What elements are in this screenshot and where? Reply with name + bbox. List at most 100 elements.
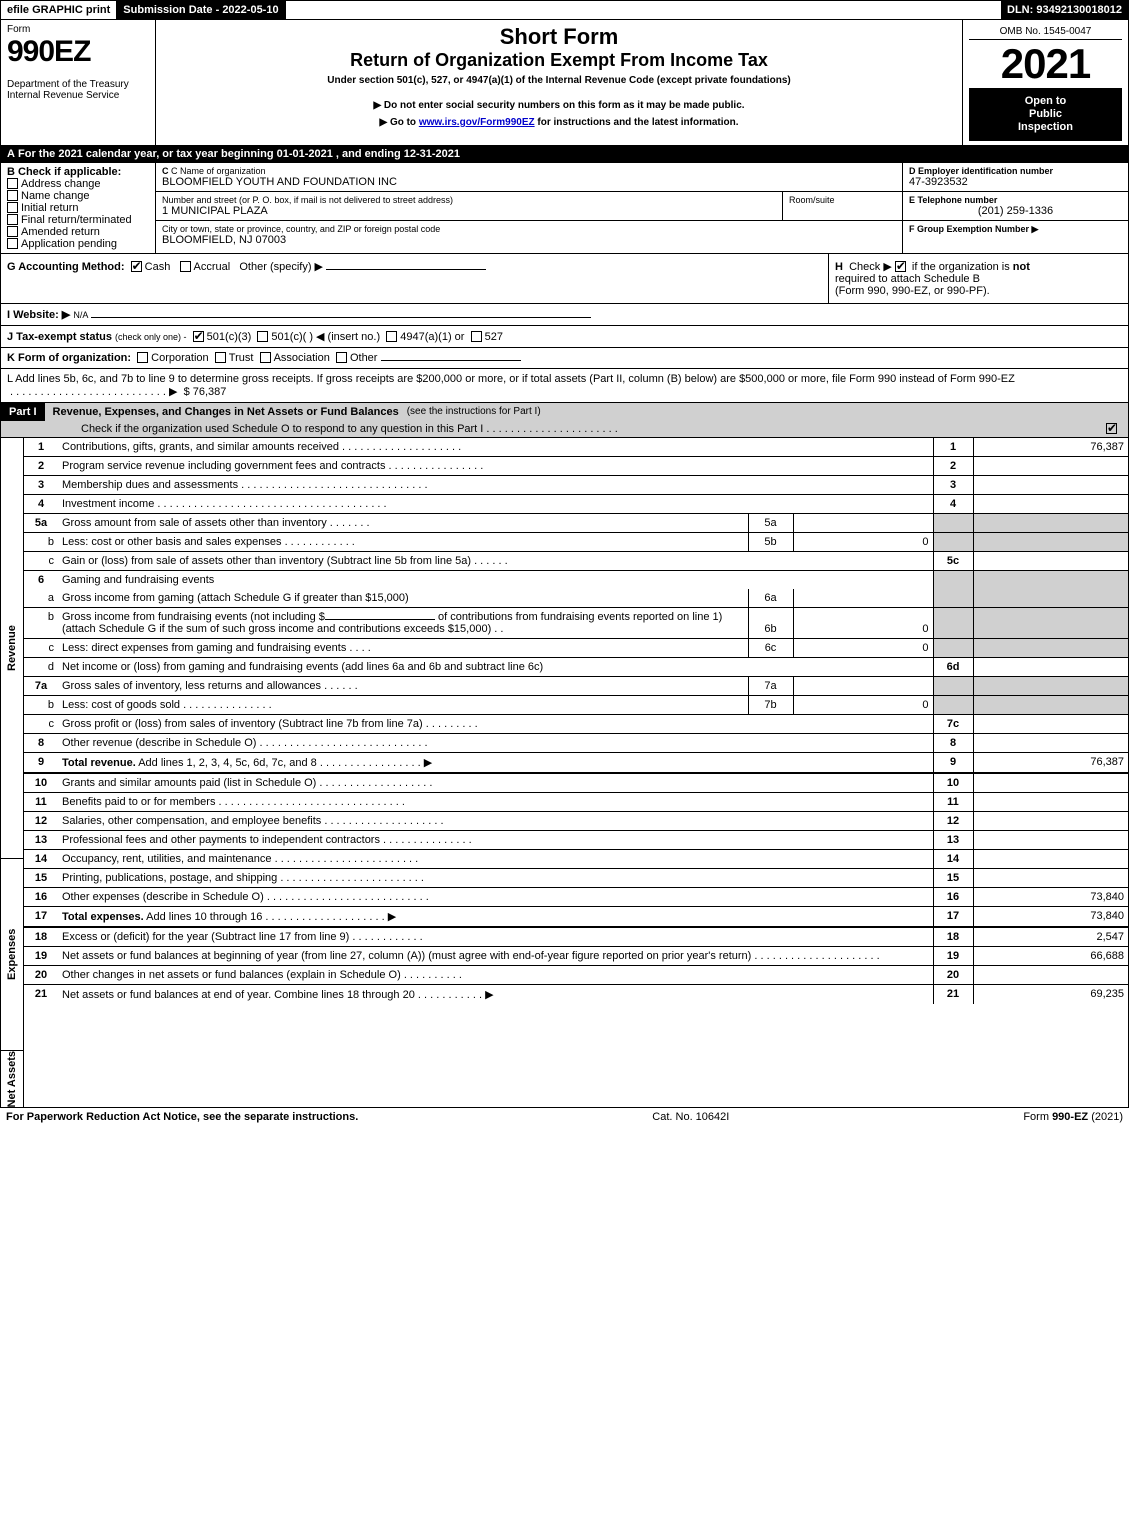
dept: Department of the Treasury — [7, 79, 149, 90]
dln: DLN: 93492130018012 — [1001, 1, 1128, 19]
line-4: 4Investment income . . . . . . . . . . .… — [24, 494, 1128, 513]
section-j: J Tax-exempt status (check only one) - 5… — [1, 326, 1128, 348]
c-city-block: City or town, state or province, country… — [156, 221, 902, 249]
open-to-public-badge: Open to Public Inspection — [969, 89, 1122, 141]
line-12: 12Salaries, other compensation, and empl… — [24, 811, 1128, 830]
line-14: 14Occupancy, rent, utilities, and mainte… — [24, 849, 1128, 868]
part1-body: Revenue Expenses Net Assets 1 Contributi… — [1, 438, 1128, 1107]
lines-table: 1 Contributions, gifts, grants, and simi… — [24, 438, 1128, 1004]
section-k: K Form of organization: Corporation Trus… — [1, 348, 1128, 369]
l-text: L Add lines 5b, 6c, and 7b to line 9 to … — [7, 373, 1015, 385]
b-opt-4: Amended return — [7, 226, 149, 238]
header-right: OMB No. 1545-0047 2021 Open to Public In… — [963, 20, 1128, 145]
line-6b: b Gross income from fundraising events (… — [24, 607, 1128, 638]
line-8: 8Other revenue (describe in Schedule O) … — [24, 733, 1128, 752]
j-sub: (check only one) - — [115, 332, 187, 342]
j-o2: 501(c)( ) ◀ (insert no.) — [271, 331, 380, 343]
g-accrual: Accrual — [194, 261, 231, 273]
rev-label-wrap: Revenue — [1, 438, 23, 858]
line-5a: 5aGross amount from sale of assets other… — [24, 513, 1128, 532]
line-21: 21Net assets or fund balances at end of … — [24, 984, 1128, 1004]
section-labels: Revenue Expenses Net Assets — [1, 438, 24, 1107]
amt-18: 2,547 — [973, 927, 1128, 947]
revenue-label: Revenue — [1, 438, 23, 858]
net-label-wrap: Net Assets — [1, 1050, 23, 1107]
line-18: 18Excess or (deficit) for the year (Subt… — [24, 927, 1128, 947]
room-lbl: Room/suite — [789, 195, 896, 205]
line-10: 10Grants and similar amounts paid (list … — [24, 773, 1128, 793]
header-left: Form 990EZ Department of the Treasury In… — [1, 20, 156, 145]
top-bar: efile GRAPHIC print Submission Date - 20… — [1, 1, 1128, 20]
line-5c: cGain or (loss) from sale of assets othe… — [24, 551, 1128, 570]
goto-line: ▶ Go to www.irs.gov/Form990EZ for instru… — [162, 117, 956, 128]
h-not: not — [1013, 261, 1030, 273]
part1-checkbox — [1106, 423, 1117, 434]
street: 1 MUNICIPAL PLAZA — [162, 205, 776, 217]
f-lbl: F Group Exemption Number ▶ — [909, 224, 1122, 235]
line-20: 20Other changes in net assets or fund ba… — [24, 965, 1128, 984]
d-lbl: D Employer identification number — [909, 166, 1122, 176]
amt-21: 69,235 — [973, 984, 1128, 1004]
line-a-text: For the 2021 calendar year, or tax year … — [18, 148, 460, 160]
h-t1: Check ▶ — [849, 261, 892, 273]
line-6a: aGross income from gaming (attach Schedu… — [24, 589, 1128, 608]
irs: Internal Revenue Service — [7, 90, 149, 101]
i-lbl: I Website: ▶ — [7, 309, 70, 321]
h-lbl: H — [835, 261, 843, 273]
g-lbl: G Accounting Method: — [7, 261, 125, 273]
tax-year: 2021 — [969, 40, 1122, 89]
line-15: 15Printing, publications, postage, and s… — [24, 868, 1128, 887]
amt-1: 76,387 — [973, 438, 1128, 457]
line-5b: bLess: cost or other basis and sales exp… — [24, 532, 1128, 551]
goto-link[interactable]: www.irs.gov/Form990EZ — [419, 117, 535, 128]
c-name-lbl: C C Name of organization — [162, 166, 896, 176]
k-o4: Other — [350, 352, 378, 364]
b-opt-3: Final return/terminated — [7, 214, 149, 226]
header-center: Short Form Return of Organization Exempt… — [156, 20, 963, 145]
line-9: 9Total revenue. Add lines 1, 2, 3, 4, 5c… — [24, 752, 1128, 773]
line-17: 17Total expenses. Add lines 10 through 1… — [24, 906, 1128, 927]
line-2: 2Program service revenue including gover… — [24, 456, 1128, 475]
section-g: G Accounting Method: Cash Accrual Other … — [1, 254, 828, 303]
goto-post: for instructions and the latest informat… — [535, 117, 739, 128]
line-13: 13Professional fees and other payments t… — [24, 830, 1128, 849]
c-street-block: Number and street (or P. O. box, if mail… — [156, 192, 902, 221]
b-opt-5: Application pending — [7, 238, 149, 250]
footer-right: Form 990-EZ (2021) — [1023, 1111, 1123, 1123]
efile-label: efile GRAPHIC print — [1, 1, 117, 19]
ein: 47-3923532 — [909, 176, 1122, 188]
l-amt: $ 76,387 — [184, 386, 227, 398]
open2: Public — [973, 108, 1118, 121]
g-other: Other (specify) ▶ — [239, 261, 323, 273]
line-7a: 7aGross sales of inventory, less returns… — [24, 676, 1128, 695]
b-opt-1: Name change — [7, 190, 149, 202]
street-col: Number and street (or P. O. box, if mail… — [156, 192, 782, 220]
k-lbl: K Form of organization: — [7, 352, 131, 364]
header-block: Form 990EZ Department of the Treasury In… — [1, 20, 1128, 146]
line-6c: cLess: direct expenses from gaming and f… — [24, 638, 1128, 657]
spacer — [286, 1, 1001, 19]
main-title: Return of Organization Exempt From Incom… — [162, 50, 956, 71]
line-16: 16Other expenses (describe in Schedule O… — [24, 887, 1128, 906]
ssn-warning: ▶ Do not enter social security numbers o… — [162, 100, 956, 111]
c-name-block: C C Name of organization BLOOMFIELD YOUT… — [156, 163, 902, 192]
k-o2: Trust — [229, 352, 254, 364]
phone: (201) 259-1336 — [909, 205, 1122, 217]
open1: Open to — [973, 95, 1118, 108]
line-a: A For the 2021 calendar year, or tax yea… — [1, 146, 1128, 163]
website: N/A — [73, 310, 88, 320]
subtitle: Under section 501(c), 527, or 4947(a)(1)… — [162, 75, 956, 86]
amt-16: 73,840 — [973, 887, 1128, 906]
section-d: D Employer identification number 47-3923… — [903, 163, 1128, 192]
j-o1: 501(c)(3) — [207, 331, 252, 343]
section-def: D Employer identification number 47-3923… — [903, 163, 1128, 253]
footer-left: For Paperwork Reduction Act Notice, see … — [6, 1111, 358, 1123]
g-cash: Cash — [145, 261, 171, 273]
amt-17: 73,840 — [973, 906, 1128, 927]
expenses-label: Expenses — [1, 859, 23, 1050]
city-lbl: City or town, state or province, country… — [162, 224, 896, 234]
form-word: Form — [7, 24, 149, 35]
open3: Inspection — [973, 121, 1118, 134]
short-form-title: Short Form — [162, 24, 956, 50]
amt-19: 66,688 — [973, 946, 1128, 965]
